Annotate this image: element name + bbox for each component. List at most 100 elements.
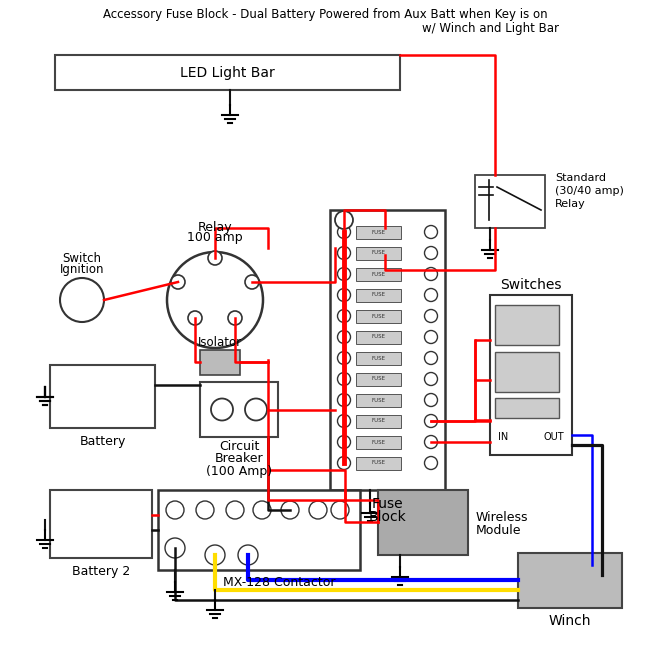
Circle shape [424,415,437,428]
Circle shape [424,330,437,343]
Bar [356,246,401,259]
Bar [356,352,401,365]
Text: LED Light Bar: LED Light Bar [180,66,275,79]
Text: FUSE: FUSE [372,439,385,445]
Circle shape [245,398,267,421]
Text: Battery: Battery [79,436,125,448]
Text: IN: IN [498,432,508,442]
Text: FUSE: FUSE [372,272,385,276]
Text: Relay: Relay [555,199,586,209]
Text: Isolator: Isolator [198,335,242,348]
Bar [378,490,468,555]
Circle shape [424,352,437,365]
Circle shape [337,226,350,239]
Circle shape [337,393,350,406]
Circle shape [171,275,185,289]
Bar [330,210,445,490]
Text: FUSE: FUSE [372,292,385,298]
Circle shape [167,252,263,348]
Text: Circuit: Circuit [219,441,259,454]
Circle shape [165,538,185,558]
Text: (30/40 amp): (30/40 amp) [555,186,624,196]
Text: FUSE: FUSE [372,229,385,235]
Text: Relay: Relay [198,220,232,233]
Text: OUT: OUT [543,432,564,442]
Bar [356,268,401,281]
Circle shape [424,309,437,322]
Text: FUSE: FUSE [372,313,385,318]
Text: Fuse: Fuse [372,497,403,511]
Bar [475,175,545,228]
Bar [356,415,401,428]
Circle shape [337,372,350,385]
Bar [356,309,401,322]
Bar [200,350,240,375]
Circle shape [337,330,350,343]
Text: Winch: Winch [549,614,592,628]
Text: MX-128 Contactor: MX-128 Contactor [223,575,335,588]
Circle shape [188,311,202,325]
Circle shape [281,501,299,519]
Bar [356,456,401,469]
Circle shape [211,398,233,421]
Circle shape [228,311,242,325]
Text: 100 amp: 100 amp [187,231,243,244]
Circle shape [226,501,244,519]
Bar [158,490,360,570]
Text: FUSE: FUSE [372,460,385,465]
Text: Battery 2: Battery 2 [72,566,130,578]
Bar [490,295,572,455]
Circle shape [424,246,437,259]
Circle shape [337,456,350,469]
Text: Ignition: Ignition [60,263,104,276]
Bar [495,352,559,392]
Bar [200,382,278,437]
Circle shape [238,545,258,565]
Circle shape [424,226,437,239]
Text: FUSE: FUSE [372,419,385,424]
Bar [495,305,559,345]
Circle shape [424,289,437,302]
Circle shape [337,289,350,302]
Bar [356,436,401,448]
Text: FUSE: FUSE [372,356,385,361]
Circle shape [424,393,437,406]
Bar [50,490,152,558]
Bar [495,398,559,418]
Circle shape [253,501,271,519]
Circle shape [335,211,353,229]
Text: Accessory Fuse Block - Dual Battery Powered from Aux Batt when Key is on: Accessory Fuse Block - Dual Battery Powe… [103,8,547,21]
Circle shape [309,501,327,519]
Circle shape [424,268,437,281]
Circle shape [337,268,350,281]
Text: FUSE: FUSE [372,376,385,382]
Circle shape [337,309,350,322]
Circle shape [166,501,184,519]
Bar [518,553,622,608]
Text: Breaker: Breaker [214,452,263,465]
Bar [356,330,401,343]
Bar [55,55,400,90]
Circle shape [208,251,222,265]
Text: Switches: Switches [500,278,562,292]
Text: w/ Winch and Light Bar: w/ Winch and Light Bar [421,22,558,35]
Circle shape [424,456,437,469]
Circle shape [337,246,350,259]
Text: FUSE: FUSE [372,250,385,255]
Bar [356,372,401,385]
Circle shape [424,372,437,385]
Text: Switch: Switch [62,252,101,265]
Bar [356,289,401,302]
Text: FUSE: FUSE [372,398,385,402]
Circle shape [424,436,437,448]
Text: FUSE: FUSE [372,335,385,339]
Circle shape [205,545,225,565]
Text: Wireless: Wireless [476,511,528,524]
Circle shape [331,501,349,519]
Text: Module: Module [476,524,521,537]
Text: Standard: Standard [555,173,606,183]
Circle shape [60,278,104,322]
Text: (100 Amp): (100 Amp) [206,465,272,478]
Circle shape [337,415,350,428]
Bar [356,393,401,406]
